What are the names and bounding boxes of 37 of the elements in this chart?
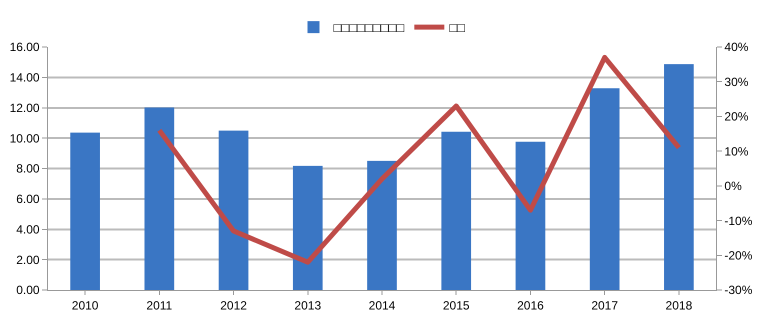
y2-tick-label: -10% — [724, 214, 753, 228]
bar — [590, 88, 620, 290]
y-tick-label: 6.00 — [16, 192, 40, 206]
y2-tick-label: 40% — [724, 40, 749, 54]
bar — [516, 142, 546, 290]
y2-tick-label: -20% — [724, 248, 753, 262]
x-tick-label: 2016 — [517, 298, 544, 312]
x-tick-label: 2015 — [442, 298, 470, 312]
x-tick-label: 2017 — [591, 298, 618, 312]
x-tick-label: 2011 — [146, 298, 173, 312]
legend-label: □□□□□□□□□ — [334, 20, 404, 36]
bar — [441, 132, 472, 290]
y2-tick-label: 0% — [724, 179, 742, 194]
y2-tick-label: 30% — [724, 74, 749, 89]
bar — [367, 160, 397, 290]
y-tick-label: 4.00 — [16, 222, 40, 236]
bar — [218, 130, 248, 290]
y2-tick-label: 20% — [724, 110, 749, 124]
x-tick-label: 2018 — [666, 298, 693, 312]
y-tick-label: 12.00 — [10, 100, 40, 115]
y2-tick-label: -30% — [724, 283, 753, 298]
x-tick-label: 2013 — [294, 298, 322, 312]
bar — [664, 64, 694, 290]
y2-tick-label: 10% — [724, 144, 749, 158]
x-tick-label: 2012 — [220, 298, 248, 312]
x-tick-label: 2010 — [72, 298, 99, 312]
y-tick-label: 16.00 — [10, 40, 40, 54]
y-tick-label: 10.00 — [10, 131, 40, 146]
y-tick-label: 8.00 — [16, 162, 40, 176]
legend-label: □□ — [449, 20, 466, 36]
bar — [292, 166, 323, 290]
x-tick-label: 2014 — [368, 298, 396, 312]
y-tick-label: 14.00 — [10, 70, 40, 85]
y-tick-label: 2.00 — [16, 252, 40, 267]
bar — [70, 132, 100, 290]
bar — [144, 107, 174, 290]
y-tick-label: 0.00 — [16, 283, 40, 298]
